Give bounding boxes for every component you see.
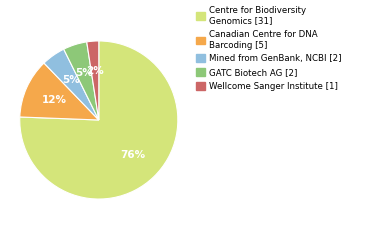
Wedge shape [64, 42, 99, 120]
Legend: Centre for Biodiversity
Genomics [31], Canadian Centre for DNA
Barcoding [5], Mi: Centre for Biodiversity Genomics [31], C… [194, 4, 343, 92]
Text: 12%: 12% [41, 95, 66, 105]
Text: 5%: 5% [75, 68, 93, 78]
Wedge shape [44, 49, 99, 120]
Wedge shape [20, 63, 99, 120]
Text: 5%: 5% [62, 75, 79, 85]
Text: 76%: 76% [120, 150, 145, 160]
Wedge shape [87, 41, 99, 120]
Text: 2%: 2% [86, 66, 104, 76]
Wedge shape [20, 41, 178, 199]
